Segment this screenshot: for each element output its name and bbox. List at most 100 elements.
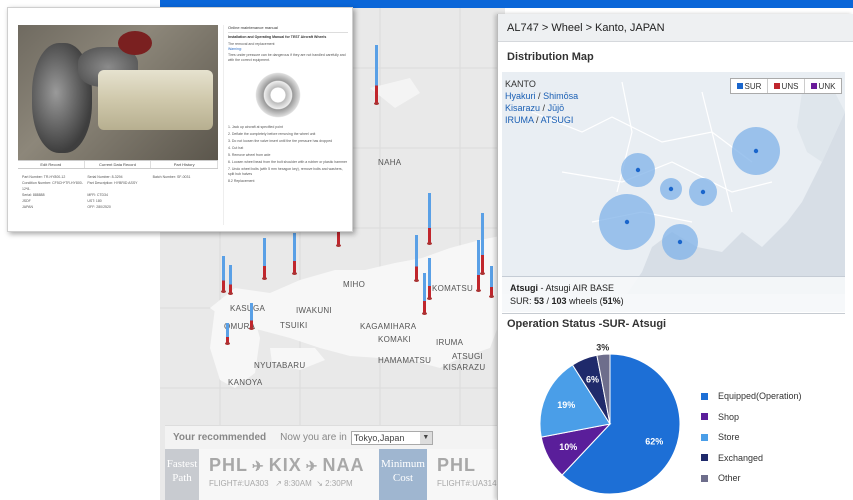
spec-row: JSDF UST: 180 <box>22 198 218 204</box>
station-link[interactable]: Shimōsa <box>543 91 579 101</box>
station-link[interactable]: Hyakuri <box>505 91 536 101</box>
detail-panel: AL747 > Wheel > Kanto, JAPAN Distributio… <box>497 14 853 500</box>
map-pin-label: IWAKUNI <box>296 306 333 315</box>
route-code: KIX <box>268 455 302 475</box>
station-link[interactable]: Jūjō <box>547 103 565 113</box>
map-pin-komatsu[interactable] <box>428 193 431 243</box>
map-pin-label: HAMAMATSU <box>378 356 432 365</box>
station-link[interactable]: ATSUGI <box>540 115 574 125</box>
map-pin-atsugi[interactable] <box>477 240 480 290</box>
map-pin-label: KOMATSU <box>432 284 474 293</box>
station-link[interactable]: IRUMA <box>505 115 534 125</box>
station-link[interactable]: Kisarazu <box>505 103 541 113</box>
departure-time: ↗ 8:30AM <box>275 479 312 488</box>
map-pin-base <box>336 244 341 247</box>
separator: / <box>536 115 539 125</box>
doc-step: 2. Deflate the completely before removin… <box>228 132 316 136</box>
map-pin-base <box>476 289 481 292</box>
japan-base-map: NAHA MIHO KOMATSU KASUGA IWAKUNI OMURA TSUIKI K… <box>160 8 505 500</box>
manual-document: Online maintenance manual Installation a… <box>223 25 348 225</box>
map-pin-omura[interactable] <box>222 256 225 291</box>
sur-count: 53 <box>534 296 545 306</box>
pie-legend-label: Store <box>718 432 740 443</box>
pie-data-label: 62% <box>645 437 663 447</box>
operation-status-title: Operation Status -SUR- Atsugi <box>507 318 667 330</box>
pie-legend-item[interactable]: Shop <box>701 407 802 428</box>
spec-row: Serial: 888888 MFR: CTD34 <box>22 192 218 198</box>
tab-current-data-record[interactable]: Current Data Record <box>85 161 152 168</box>
doc-step: 7. Undo wheel bolts (with 5 mm hexagon k… <box>228 167 343 176</box>
doc-footer: 8.2 Replacement <box>228 179 255 183</box>
tab-part-history[interactable]: Part History <box>151 161 219 168</box>
doc-step: 5. Remove wheel from axle <box>228 153 271 157</box>
tab-edit-record[interactable]: Edit Record <box>18 161 85 168</box>
arrival-time: ↘ 2:30PM <box>316 479 353 488</box>
location-prompt: Now you are in <box>280 432 347 443</box>
map-pin-iwakuni[interactable] <box>293 233 296 273</box>
map-pin-base <box>221 290 226 293</box>
breadcrumb[interactable]: AL747 > Wheel > Kanto, JAPAN <box>498 14 853 42</box>
station-desc: - Atsugi AIR BASE <box>538 283 615 293</box>
plane-icon: ✈ <box>252 458 265 474</box>
spec-cell <box>153 180 218 192</box>
spec-cell: OFF: 280/2520 <box>87 205 111 209</box>
spec-cell: Serial Number: 8-3294 <box>87 175 123 179</box>
pie-slice-equipped-operation[interactable] <box>561 353 681 495</box>
pie-legend-item[interactable]: Equipped(Operation) <box>701 386 802 407</box>
location-value: Tokyo,Japan <box>353 432 405 443</box>
legend-swatch <box>701 454 708 462</box>
sur-unit: wheels ( <box>566 296 603 306</box>
map-pin-kanoya[interactable] <box>226 323 229 343</box>
legend-item-uns[interactable]: UNS <box>768 79 805 93</box>
spec-cell: JSDF <box>22 199 31 203</box>
map-pin-base <box>427 297 432 300</box>
doc-header: Online maintenance manual <box>228 25 348 33</box>
map-pin-hamamatsu[interactable] <box>423 273 426 313</box>
map-pin-naha[interactable] <box>375 45 378 103</box>
map-pin-iruma[interactable] <box>481 213 484 273</box>
spec-cell: Part Number: TR-HY800-12 <box>22 175 66 179</box>
map-pin-label: NAHA <box>378 158 402 167</box>
map-pin-label: KISARAZU <box>443 363 486 372</box>
map-pin-base <box>489 295 494 298</box>
fastest-tag-line2: Path <box>172 472 192 484</box>
map-pin-kasuga[interactable] <box>229 265 232 293</box>
spec-row: Part Number: TR-HY800-12 Serial Number: 8… <box>22 174 218 180</box>
pie-legend-item[interactable]: Store <box>701 427 802 448</box>
chevron-down-icon[interactable]: ▼ <box>419 431 432 444</box>
map-pin-komaki[interactable] <box>428 258 431 298</box>
fastest-route[interactable]: PHL ✈ KIX ✈ NAA FLIGHT#:UA303 ↗ 8:30AM ↘ 2:3… <box>199 449 379 500</box>
legend-item-sur[interactable]: SUR <box>731 79 768 93</box>
location-select[interactable]: Tokyo,Japan ▼ <box>350 430 433 445</box>
map-pin-label: KASUGA <box>230 304 266 313</box>
fastest-path-tag[interactable]: Fastest Path <box>165 449 199 500</box>
pie-slice-store[interactable] <box>539 364 611 438</box>
map-pin-tsuiki[interactable] <box>263 238 266 278</box>
map-pin-kisarazu[interactable] <box>490 266 493 296</box>
map-pin-base <box>427 242 432 245</box>
pie-slice-other[interactable] <box>596 353 611 425</box>
pie-data-label: 19% <box>557 400 575 410</box>
pie-legend-item[interactable]: Other <box>701 468 802 489</box>
legend-swatch <box>701 392 708 400</box>
sur-prefix: SUR: <box>510 296 535 306</box>
pie-legend-label: Equipped(Operation) <box>718 391 802 402</box>
minimum-cost-tag[interactable]: Minimum Cost <box>379 449 427 500</box>
map-pin-base <box>249 327 254 330</box>
distribution-map-title: Distribution Map <box>507 51 594 63</box>
recommend-title: Your recommended <box>173 432 267 443</box>
distribution-map[interactable]: KANTO Hyakuri / Shimōsa Kisarazu / Jūjō … <box>502 72 845 294</box>
section-divider <box>502 313 845 314</box>
route-code: PHL <box>437 455 476 475</box>
map-pin-kagamihara[interactable] <box>415 235 418 280</box>
legend-item-unk[interactable]: UNK <box>805 79 841 93</box>
minimum-route[interactable]: PHL FLIGHT#:UA314 <box>427 449 505 500</box>
map-pin-base <box>292 272 297 275</box>
pie-legend-item[interactable]: Exchanged <box>701 448 802 469</box>
plane-icon: ✈ <box>305 458 319 474</box>
legend-label: UNS <box>781 81 799 91</box>
separator: / <box>542 103 546 113</box>
flight-number: FLIGHT#:UA303 <box>209 479 269 488</box>
map-pin-nyutabaru[interactable] <box>250 303 253 328</box>
map-pin-label: TSUIKI <box>280 321 308 330</box>
